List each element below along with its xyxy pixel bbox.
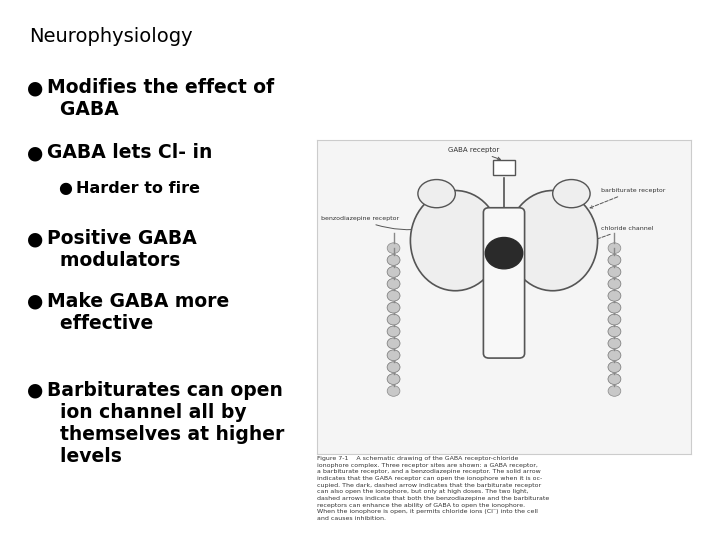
Text: chloride channel: chloride channel <box>526 226 654 265</box>
Ellipse shape <box>553 179 590 208</box>
Circle shape <box>608 338 621 349</box>
Circle shape <box>387 314 400 325</box>
Circle shape <box>608 279 621 289</box>
Circle shape <box>387 255 400 265</box>
Circle shape <box>608 279 621 289</box>
Circle shape <box>387 338 400 349</box>
Circle shape <box>608 350 621 361</box>
Circle shape <box>608 374 621 384</box>
Ellipse shape <box>508 191 598 291</box>
Circle shape <box>608 350 621 361</box>
Circle shape <box>608 326 621 337</box>
Circle shape <box>608 302 621 313</box>
Ellipse shape <box>418 179 455 208</box>
Text: Barbiturates can open
  ion channel all by
  themselves at higher
  levels: Barbiturates can open ion channel all by… <box>47 381 284 465</box>
Text: Neurophysiology: Neurophysiology <box>29 27 192 46</box>
Circle shape <box>387 362 400 373</box>
Circle shape <box>387 314 400 325</box>
Text: GABA lets Cl- in: GABA lets Cl- in <box>47 143 212 162</box>
Circle shape <box>608 362 621 373</box>
Ellipse shape <box>410 191 500 291</box>
Text: Make GABA more
  effective: Make GABA more effective <box>47 292 229 333</box>
Text: GABA receptor: GABA receptor <box>448 147 500 160</box>
Circle shape <box>387 291 400 301</box>
Circle shape <box>608 338 621 349</box>
Circle shape <box>387 243 400 253</box>
Circle shape <box>387 386 400 396</box>
Circle shape <box>608 267 621 277</box>
Circle shape <box>387 350 400 361</box>
Circle shape <box>608 374 621 384</box>
Text: ●: ● <box>27 78 43 97</box>
Text: Figure 7-1    A schematic drawing of the GABA receptor-chloride
ionophore comple: Figure 7-1 A schematic drawing of the GA… <box>317 456 549 521</box>
Text: ●: ● <box>27 230 43 248</box>
Circle shape <box>387 267 400 277</box>
Text: ●: ● <box>27 143 43 162</box>
Text: benzodiazepine receptor: benzodiazepine receptor <box>320 216 426 230</box>
Circle shape <box>387 362 400 373</box>
Circle shape <box>387 374 400 384</box>
Circle shape <box>608 386 621 396</box>
Circle shape <box>387 291 400 301</box>
Circle shape <box>387 279 400 289</box>
FancyBboxPatch shape <box>483 208 525 358</box>
Text: ●: ● <box>27 381 43 400</box>
FancyBboxPatch shape <box>492 160 516 176</box>
Circle shape <box>387 279 400 289</box>
Circle shape <box>387 255 400 265</box>
Circle shape <box>387 326 400 337</box>
Circle shape <box>608 255 621 265</box>
Circle shape <box>608 302 621 313</box>
Circle shape <box>608 314 621 325</box>
Circle shape <box>608 362 621 373</box>
Text: barbiturate receptor: barbiturate receptor <box>590 188 666 208</box>
Circle shape <box>387 326 400 337</box>
Circle shape <box>608 243 621 253</box>
Circle shape <box>387 302 400 313</box>
Circle shape <box>608 314 621 325</box>
Circle shape <box>608 291 621 301</box>
Circle shape <box>608 255 621 265</box>
Text: ●: ● <box>58 181 72 196</box>
Circle shape <box>387 267 400 277</box>
Text: Positive GABA
  modulators: Positive GABA modulators <box>47 230 197 271</box>
Circle shape <box>387 350 400 361</box>
Circle shape <box>485 238 523 269</box>
Circle shape <box>387 302 400 313</box>
Text: ●: ● <box>27 292 43 310</box>
Circle shape <box>608 291 621 301</box>
Text: Harder to fire: Harder to fire <box>76 181 199 196</box>
Text: Modifies the effect of
  GABA: Modifies the effect of GABA <box>47 78 274 119</box>
Circle shape <box>608 267 621 277</box>
Circle shape <box>387 338 400 349</box>
Circle shape <box>608 326 621 337</box>
Circle shape <box>387 374 400 384</box>
